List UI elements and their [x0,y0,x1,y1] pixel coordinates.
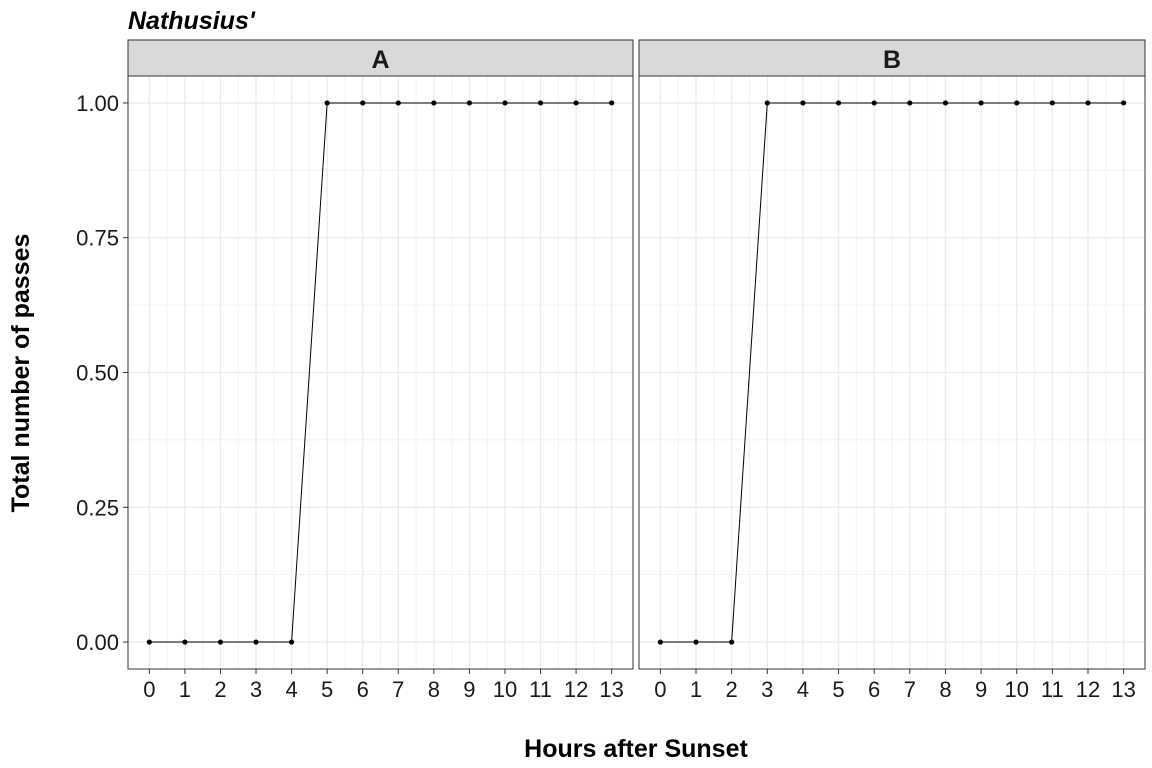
x-tick-label: 0 [143,677,155,702]
facet-strip [127,39,634,77]
data-point [573,100,579,106]
x-tick-label: 9 [463,677,475,702]
panel-B: B0 1 2 3 4 5 6 7 8 9 10 11 12 13 [638,39,1146,702]
x-tick-label: 1 [690,677,702,702]
data-point [288,639,295,645]
x-tick-label: 9 [975,677,987,702]
x-tick-label: 6 [357,677,369,702]
y-tick-label: 1.00 [76,91,119,116]
data-point [800,100,806,106]
data-point [146,639,152,645]
data-point [835,100,842,106]
data-point [1014,100,1020,106]
x-tick-label: 4 [285,677,297,702]
x-tick-label: 13 [599,677,623,702]
data-point [360,100,366,106]
x-tick-label: 7 [904,677,916,702]
x-tick-label: 4 [797,677,809,702]
facet-strip-label: A [371,46,389,74]
chart-title: Nathusius' [128,7,256,35]
x-tick-label: 5 [832,677,844,702]
y-tick-label: 0.75 [76,226,119,251]
x-tick-label: 6 [868,677,880,702]
data-point [1049,100,1055,106]
data-point [502,100,508,106]
x-tick-label: 12 [1076,677,1100,702]
facet-strip-label: B [883,46,901,74]
data-point [609,100,615,106]
data-point [253,639,259,645]
facet-strip [638,39,1146,77]
x-tick-label: 2 [726,677,738,702]
series-line [660,102,1124,643]
data-point [907,100,913,106]
x-tick-label: 7 [392,677,404,702]
x-axis-title: Hours after Sunset [524,735,748,763]
x-tick-label: 10 [493,677,517,702]
data-point [182,639,188,645]
data-point [1121,100,1127,106]
panel-border [638,75,1146,670]
data-point [537,100,544,106]
x-tick-label: 2 [214,677,226,702]
y-axis-title: Total number of passes [7,234,35,513]
data-point [764,100,770,106]
data-point [466,100,473,106]
x-tick-label: 11 [1041,677,1064,702]
data-point [942,100,949,106]
data-point [729,639,735,645]
data-point [657,639,663,645]
y-tick-label: 0.00 [76,630,119,655]
data-point [1085,100,1091,106]
x-tick-label: 1 [179,677,191,702]
data-point [693,639,699,645]
x-tick-label: 3 [250,677,262,702]
x-tick-label: 3 [761,677,773,702]
data-point [978,100,984,106]
series-line [149,102,612,643]
y-tick-label: 0.50 [76,361,119,386]
x-tick-label: 8 [428,677,440,702]
data-point [871,100,877,106]
data-point [217,639,224,645]
x-tick-label: 13 [1111,677,1135,702]
x-tick-label: 5 [321,677,333,702]
data-point [431,100,437,106]
x-tick-label: 11 [529,677,552,702]
data-point [324,100,330,106]
x-tick-label: 8 [939,677,951,702]
x-tick-label: 10 [1004,677,1028,702]
x-tick-label: 0 [654,677,666,702]
panels: A0 1 2 3 4 5 6 7 8 9 10 11 12 130.000.250.500.751.00B… [76,39,1146,702]
panel-A: A0 1 2 3 4 5 6 7 8 9 10 11 12 130.000.250.500.751.00 [76,39,634,702]
data-point [395,100,401,106]
x-tick-label: 12 [564,677,588,702]
y-tick-label: 0.25 [76,495,119,520]
